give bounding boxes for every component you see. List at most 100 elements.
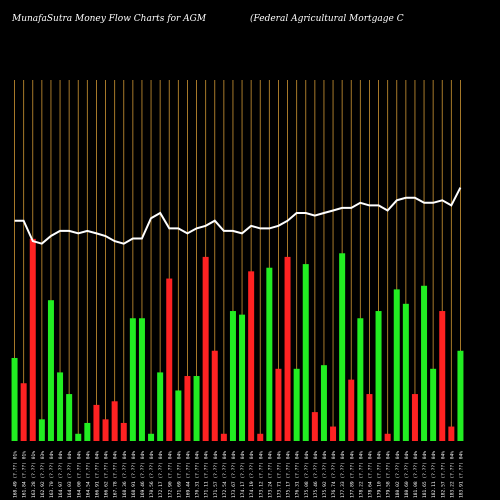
volume-bar: [339, 253, 346, 441]
x-tick-label: 166.62 (?.??) 04%: [104, 451, 110, 498]
volume-bar: [366, 394, 373, 441]
x-tick-label: 181.08 (?.??) 04%: [413, 451, 419, 498]
volume-bar: [257, 433, 264, 441]
volume-bar: [302, 264, 309, 441]
volume-bar: [193, 376, 200, 441]
x-tick-label: 171.11 (?.??) 04%: [204, 451, 210, 498]
volume-bar: [111, 401, 118, 441]
volume-bar: [348, 379, 355, 441]
volume-bar: [448, 426, 455, 441]
volume-bar: [293, 368, 300, 441]
x-tick-label: 170.31 (?.??) 04%: [195, 451, 201, 498]
x-tick-label: 162.92 (?.??) 03%: [40, 451, 46, 498]
x-tick-label: 175.92 (?.??) 04%: [322, 451, 328, 498]
volume-bar: [120, 422, 127, 441]
volume-bar: [393, 289, 400, 441]
x-tick-label: 168.49 (?.??) 01%: [13, 451, 19, 498]
volume-bar: [129, 318, 136, 441]
volume-bar: [430, 368, 437, 441]
volume-bar: [175, 390, 182, 441]
x-tick-label: 168.91 (?.??) 04%: [131, 451, 137, 498]
x-tick-label: 170.56 (?.??) 04%: [149, 451, 155, 498]
price-line: [14, 187, 462, 245]
x-tick-label: 173.67 (?.??) 04%: [231, 451, 237, 498]
x-tick-label: 173.24 (?.??) 04%: [267, 451, 273, 498]
volume-bar: [20, 383, 27, 441]
volume-bar: [184, 376, 191, 441]
volume-bar: [57, 372, 64, 441]
volume-bar: [93, 404, 100, 441]
volume-bar: [157, 372, 164, 441]
chart-subtitle: (Federal Agricultural Mortgage C: [250, 14, 404, 24]
x-tick-label: 172.17 (?.??) 04%: [158, 451, 164, 498]
volume-bar: [266, 267, 273, 441]
volume-bar: [229, 311, 236, 441]
x-tick-label: 172.90 (?.??) 04%: [167, 451, 173, 498]
volume-bar: [411, 394, 418, 441]
volume-bar: [457, 350, 464, 441]
x-tick-label: 175.46 (?.??) 04%: [313, 451, 319, 498]
x-tick-label: 176.31 (?.??) 04%: [295, 451, 301, 498]
x-tick-label: 180.60 (?.??) 04%: [404, 451, 410, 498]
x-tick-label: 164.00 (?.??) 04%: [76, 451, 82, 498]
x-tick-label: 174.19 (?.??) 04%: [249, 451, 255, 498]
volume-bar: [38, 419, 45, 441]
x-tick-label: 182.11 (?.??) 04%: [431, 451, 437, 498]
x-tick-label: 180.02 (?.??) 04%: [395, 451, 401, 498]
volume-bar: [402, 303, 409, 441]
x-tick-label: 178.22 (?.??) 04%: [358, 451, 364, 498]
volume-bar: [148, 433, 155, 441]
volume-bar: [275, 368, 282, 441]
x-tick-label: 171.69 (?.??) 04%: [176, 451, 182, 498]
volume-bar: [284, 256, 291, 441]
volume-bar: [211, 350, 218, 441]
x-tick-label: 163.28 (?.??) 01%: [31, 451, 37, 498]
volume-bar: [330, 426, 337, 441]
x-tick-label: 178.64 (?.??) 04%: [367, 451, 373, 498]
x-tick-label: 174.17 (?.??) 04%: [240, 451, 246, 498]
volume-bar: [202, 256, 209, 441]
volume-bar: [84, 422, 91, 441]
x-tick-label: 183.22 (?.??) 04%: [449, 451, 455, 498]
volume-bar: [220, 433, 227, 441]
x-tick-label: 166.91 (?.??) 04%: [95, 451, 101, 498]
x-tick-label: 164.03 (?.??) 04%: [67, 451, 73, 498]
volume-bar: [248, 271, 255, 441]
volume-bar: [439, 311, 446, 441]
x-tick-label: 175.08 (?.??) 04%: [304, 451, 310, 498]
x-tick-label: 177.89 (?.??) 04%: [349, 451, 355, 498]
x-tick-label: 161.84 (?.??) 01%: [22, 451, 28, 498]
x-tick-label: 179.58 (?.??) 04%: [386, 451, 392, 498]
volume-bar: [66, 394, 73, 441]
x-tick-label: 173.12 (?.??) 04%: [258, 451, 264, 498]
x-tick-label: 167.78 (?.??) 04%: [113, 451, 119, 498]
volume-bar: [166, 278, 173, 441]
x-tick-label: 175.17 (?.??) 04%: [286, 451, 292, 498]
x-tick-label: 164.54 (?.??) 04%: [85, 451, 91, 498]
chart-title: MunafaSutra Money Flow Charts for AGM: [12, 14, 207, 24]
x-tick-label: 182.57 (?.??) 04%: [440, 451, 446, 498]
x-tick-label: 176.74 (?.??) 04%: [331, 451, 337, 498]
x-tick-label: 168.36 (?.??) 04%: [122, 451, 128, 498]
volume-bar: [384, 433, 391, 441]
volume-bar: [239, 314, 246, 441]
x-tick-label: 169.46 (?.??) 04%: [140, 451, 146, 498]
x-tick-label: 179.10 (?.??) 04%: [377, 451, 383, 498]
x-tick-label: 177.33 (?.??) 04%: [340, 451, 346, 498]
x-tick-label: 173.71 (?.??) 04%: [276, 451, 282, 498]
volume-bar: [320, 365, 327, 441]
volume-bar: [421, 285, 428, 441]
volume-bar: [357, 318, 364, 441]
volume-bar: [102, 419, 109, 441]
x-tick-label: 172.54 (?.??) 04%: [222, 451, 228, 498]
x-tick-label: 183.91 (?.??) 04%: [458, 451, 464, 498]
x-tick-label: 164.97 (?.??) 04%: [58, 451, 64, 498]
volume-bar: [311, 412, 318, 441]
volume-bar: [75, 433, 82, 441]
volume-bar: [47, 300, 54, 441]
x-tick-label: 163.70 (?.??) 04%: [49, 451, 55, 498]
volume-bar: [11, 357, 18, 441]
x-tick-label: 169.44 (?.??) 04%: [185, 451, 191, 498]
x-tick-label: 171.57 (?.??) 04%: [213, 451, 219, 498]
